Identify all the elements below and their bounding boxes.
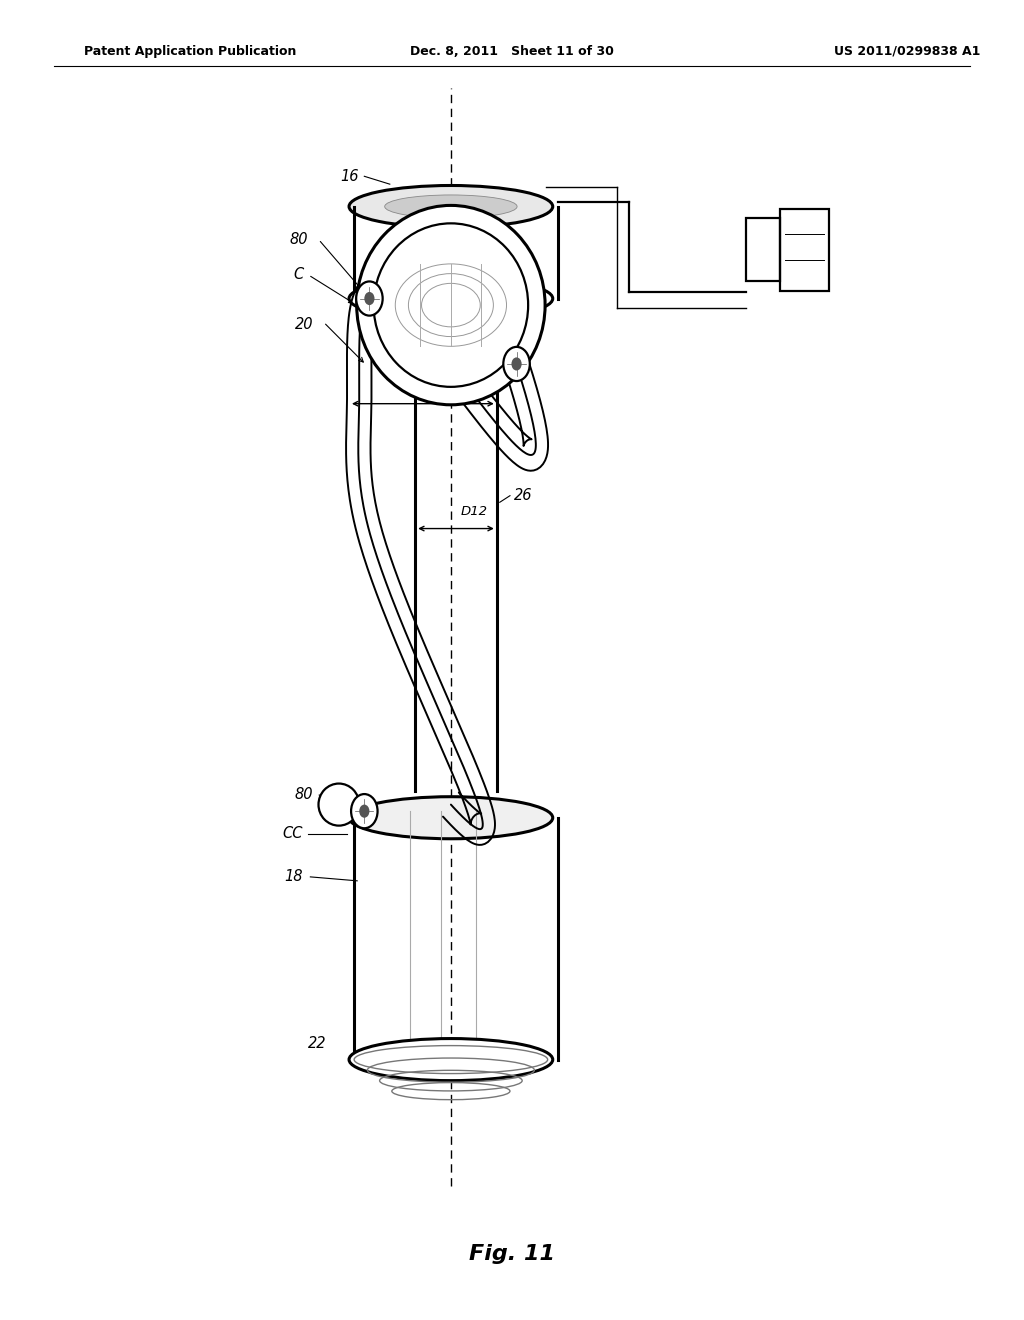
Circle shape <box>351 795 378 828</box>
Ellipse shape <box>349 797 553 838</box>
Ellipse shape <box>349 186 553 227</box>
Circle shape <box>365 292 375 305</box>
Circle shape <box>511 358 521 371</box>
Ellipse shape <box>318 784 359 825</box>
Text: 18: 18 <box>285 870 303 884</box>
Ellipse shape <box>349 1039 553 1081</box>
Text: 16: 16 <box>341 169 359 183</box>
Text: Dec. 8, 2011   Sheet 11 of 30: Dec. 8, 2011 Sheet 11 of 30 <box>410 45 614 58</box>
Text: 20: 20 <box>295 317 313 333</box>
Text: A9: A9 <box>416 347 434 363</box>
Text: 80: 80 <box>295 787 313 801</box>
Text: CC: CC <box>283 826 303 841</box>
Circle shape <box>359 805 370 817</box>
Text: D12: D12 <box>461 506 488 517</box>
Circle shape <box>356 281 383 315</box>
Ellipse shape <box>385 195 517 218</box>
Text: 80: 80 <box>290 232 308 247</box>
Circle shape <box>504 347 529 381</box>
Ellipse shape <box>356 206 545 405</box>
Text: 22: 22 <box>308 1036 327 1051</box>
Bar <box>780 209 828 290</box>
Text: US 2011/0299838 A1: US 2011/0299838 A1 <box>835 45 981 58</box>
Text: Patent Application Publication: Patent Application Publication <box>84 45 297 58</box>
Text: 26: 26 <box>514 488 532 503</box>
Bar <box>746 218 780 281</box>
Ellipse shape <box>374 223 528 387</box>
Text: C: C <box>293 268 303 282</box>
Text: D10: D10 <box>461 380 488 393</box>
Text: 80: 80 <box>522 313 541 329</box>
Ellipse shape <box>349 277 553 319</box>
Text: Fig. 11: Fig. 11 <box>469 1245 555 1265</box>
